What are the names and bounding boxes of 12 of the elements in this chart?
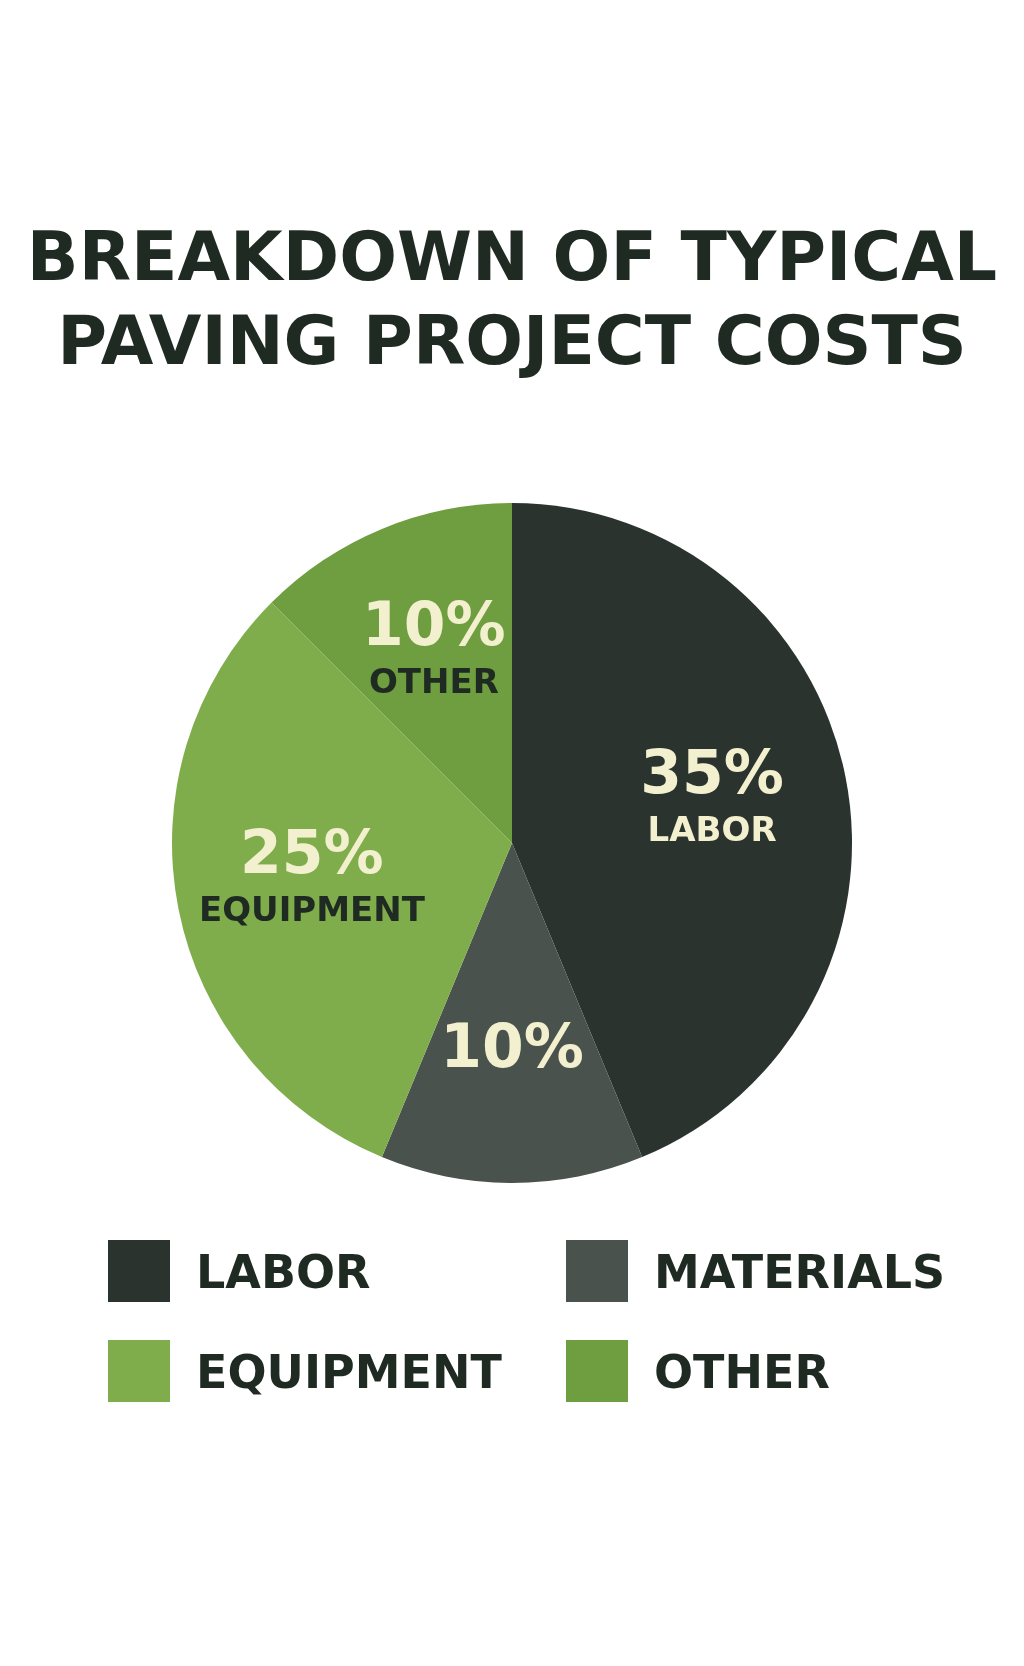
legend-label: MATERIALS [654, 1245, 946, 1299]
slice-label: EQUIPMENT [198, 888, 426, 929]
legend-label: LABOR [196, 1245, 371, 1299]
legend-label: OTHER [654, 1345, 830, 1399]
data-label: 10% [362, 588, 506, 659]
data-label: 25% [240, 816, 384, 887]
legend-label: EQUIPMENT [196, 1345, 503, 1399]
slice-label: LABOR [647, 809, 777, 850]
chart-title: BREAKDOWN OF TYPICAL PAVING PROJECT COSTS [26, 217, 998, 380]
data-label: 35% [640, 737, 784, 808]
data-label: 10% [440, 1011, 584, 1081]
slice-label: OTHER [368, 660, 499, 701]
